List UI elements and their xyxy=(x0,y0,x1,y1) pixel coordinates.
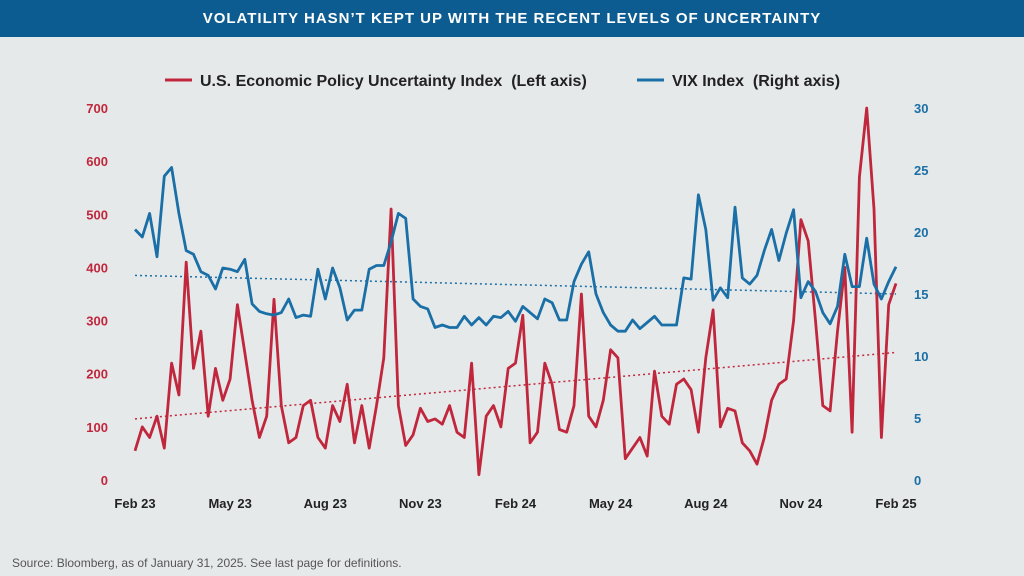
left-tick-label: 500 xyxy=(86,207,108,222)
vix-trend-line xyxy=(134,274,897,295)
right-tick-label: 15 xyxy=(914,287,928,302)
series-lines xyxy=(133,106,898,477)
epu-series-line xyxy=(133,106,898,477)
right-tick-label: 5 xyxy=(914,411,921,426)
legend: U.S. Economic Policy Uncertainty Index (… xyxy=(165,73,840,90)
trend-lines xyxy=(134,274,897,420)
right-tick-label: 30 xyxy=(914,101,928,116)
left-tick-label: 600 xyxy=(86,154,108,169)
legend-label-epu: U.S. Economic Policy Uncertainty Index (… xyxy=(200,73,587,90)
x-tick-label: Nov 24 xyxy=(780,496,823,511)
left-axis: 0 100 200 300 400 500 600 700 xyxy=(86,101,108,488)
x-axis: Feb 23 May 23 Aug 23 Nov 23 Feb 24 May 24 Aug … xyxy=(114,496,916,511)
x-tick-label: Feb 25 xyxy=(875,496,916,511)
source-note: Source: Bloomberg, as of January 31, 202… xyxy=(12,556,402,570)
x-tick-label: Aug 23 xyxy=(304,496,347,511)
left-tick-label: 400 xyxy=(86,260,108,275)
x-tick-label: Aug 24 xyxy=(684,496,728,511)
x-tick-label: May 23 xyxy=(208,496,251,511)
x-tick-label: Nov 23 xyxy=(399,496,442,511)
left-tick-label: 100 xyxy=(86,420,108,435)
x-tick-label: May 24 xyxy=(589,496,633,511)
legend-label-vix: VIX Index (Right axis) xyxy=(672,73,840,90)
right-tick-label: 20 xyxy=(914,225,928,240)
left-tick-label: 700 xyxy=(86,101,108,116)
chart-title: VOLATILITY HASN’T KEPT UP WITH THE RECEN… xyxy=(202,10,822,27)
left-tick-label: 200 xyxy=(86,367,108,382)
chart-svg: U.S. Economic Policy Uncertainty Index (… xyxy=(86,73,928,511)
right-tick-label: 10 xyxy=(914,349,928,364)
left-tick-label: 0 xyxy=(101,473,108,488)
x-tick-label: Feb 23 xyxy=(114,496,155,511)
chart-title-banner: VOLATILITY HASN’T KEPT UP WITH THE RECEN… xyxy=(0,0,1024,37)
right-axis: 0 5 10 15 20 25 30 xyxy=(914,101,928,488)
right-tick-label: 0 xyxy=(914,473,921,488)
vix-series-line xyxy=(133,166,898,333)
epu-trend-line xyxy=(134,351,897,420)
left-tick-label: 300 xyxy=(86,314,108,329)
x-tick-label: Feb 24 xyxy=(495,496,537,511)
right-tick-label: 25 xyxy=(914,163,928,178)
